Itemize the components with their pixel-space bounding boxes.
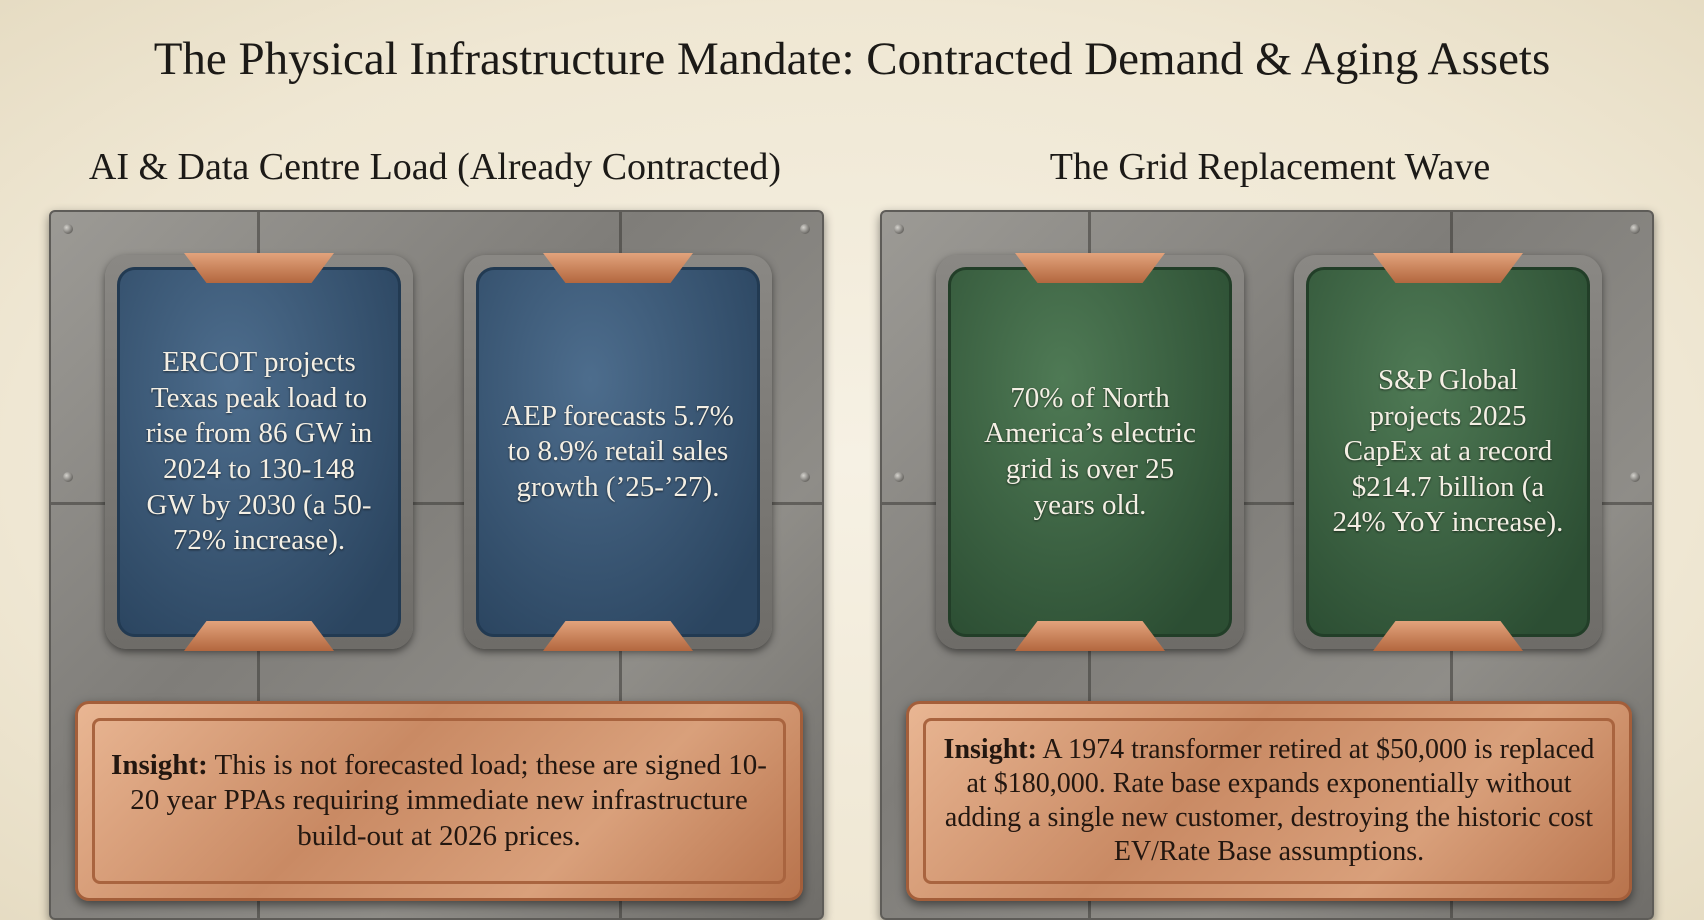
panel-heading: The Grid Replacement Wave <box>1049 146 1491 188</box>
card-frame: ERCOT projects Texas peak load to rise f… <box>105 253 413 651</box>
rivet <box>1630 472 1640 482</box>
rivet <box>894 472 904 482</box>
copper-tab <box>1015 253 1165 283</box>
insight-plate: Insight: This is not forecasted load; th… <box>75 701 803 901</box>
info-card: AEP forecasts 5.7% to 8.9% retail sales … <box>476 267 760 637</box>
info-card: ERCOT projects Texas peak load to rise f… <box>117 267 401 637</box>
rivet <box>63 472 73 482</box>
insight-label: Insight: <box>111 748 208 781</box>
copper-tab <box>543 621 693 651</box>
insight-text: A 1974 transformer retired at $50,000 is… <box>944 733 1595 868</box>
seam <box>882 502 1652 505</box>
rivet <box>894 224 904 234</box>
info-card: S&P Global projects 2025 CapEx at a reco… <box>1306 267 1590 637</box>
copper-tab <box>1373 621 1523 651</box>
copper-tab <box>184 621 334 651</box>
copper-tab <box>184 253 334 283</box>
rivet <box>800 472 810 482</box>
panel-heading: AI & Data Centre Load (Already Contracte… <box>88 146 782 188</box>
seam <box>51 502 822 505</box>
rivet <box>63 224 73 234</box>
steel-panel: 70% of North America’s electric grid is … <box>880 210 1654 920</box>
card-frame: AEP forecasts 5.7% to 8.9% retail sales … <box>464 253 772 651</box>
copper-tab <box>1373 253 1523 283</box>
insight-text-wrap: Insight: This is not forecasted load; th… <box>101 748 777 854</box>
steel-panel: ERCOT projects Texas peak load to rise f… <box>49 210 824 920</box>
insight-box: Insight: A 1974 transformer retired at $… <box>923 718 1615 884</box>
rivet <box>1630 224 1640 234</box>
insight-label: Insight: <box>943 733 1037 765</box>
page-title: The Physical Infrastructure Mandate: Con… <box>153 33 1551 85</box>
insight-box: Insight: This is not forecasted load; th… <box>92 718 786 884</box>
insight-text-wrap: Insight: A 1974 transformer retired at $… <box>932 733 1606 870</box>
info-card: 70% of North America’s electric grid is … <box>948 267 1232 637</box>
insight-plate: Insight: A 1974 transformer retired at $… <box>906 701 1632 901</box>
card-frame: 70% of North America’s electric grid is … <box>936 253 1244 651</box>
rivet <box>800 224 810 234</box>
copper-tab <box>1015 621 1165 651</box>
card-frame: S&P Global projects 2025 CapEx at a reco… <box>1294 253 1602 651</box>
insight-text: This is not forecasted load; these are s… <box>130 748 767 852</box>
copper-tab <box>543 253 693 283</box>
